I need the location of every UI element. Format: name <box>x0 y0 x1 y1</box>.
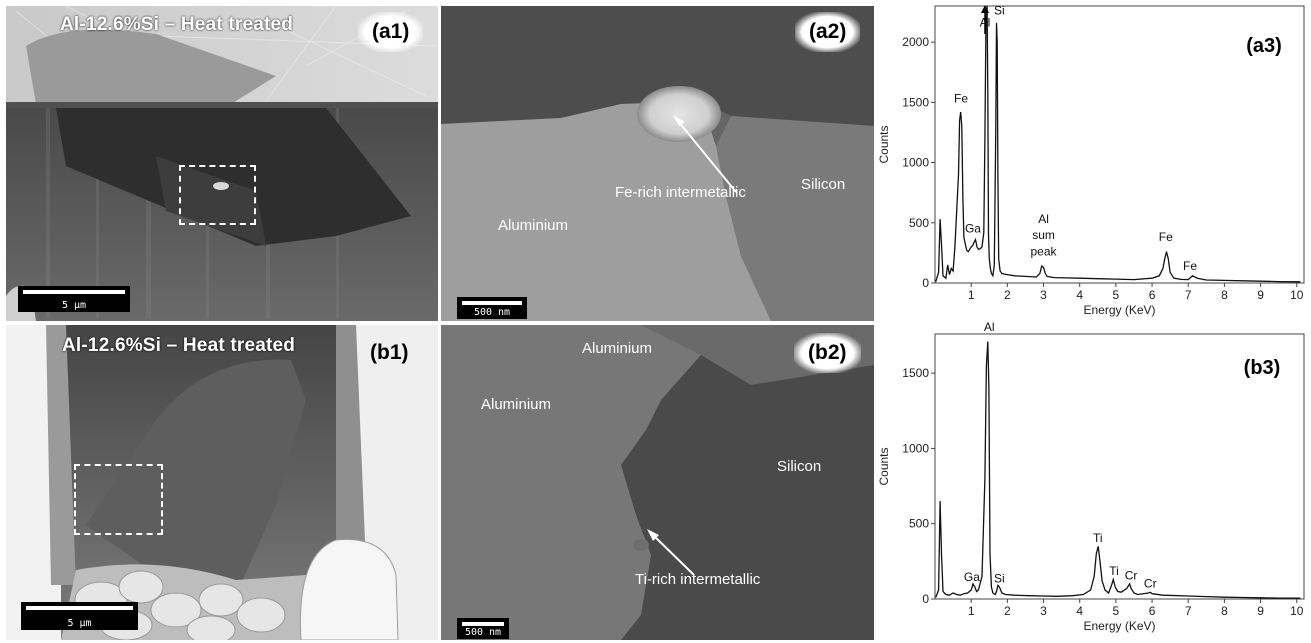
scale-bar: 500 nm <box>457 618 509 639</box>
x-tick-label: 7 <box>1185 604 1192 618</box>
spectrum-line <box>935 5 1301 283</box>
x-tick-label: 4 <box>1076 288 1083 302</box>
peak-label: Cr <box>1125 568 1138 582</box>
x-tick-label: 1 <box>968 288 975 302</box>
x-tick-label: 3 <box>1040 288 1047 302</box>
peak-label: Ga <box>964 570 980 584</box>
peak-label: Fe <box>1159 230 1173 244</box>
peak-label: sum <box>1032 228 1055 242</box>
y-tick-label: 1000 <box>902 156 929 170</box>
annotation-aluminium-top: Aluminium <box>582 340 653 357</box>
annotation-silicon: Silicon <box>777 458 822 475</box>
panel-title: Al-12.6%Si – Heat treated <box>62 335 296 356</box>
scale-bar: 500 nm <box>457 297 527 319</box>
x-tick-label: 3 <box>1040 604 1047 618</box>
y-tick-label: 1500 <box>902 95 929 109</box>
x-tick-label: 6 <box>1149 604 1156 618</box>
scale-bar-line <box>462 301 522 305</box>
x-tick-label: 1 <box>968 604 975 618</box>
y-tick-label: 0 <box>922 276 929 290</box>
scale-bar-label: 500 nm <box>464 627 502 638</box>
x-tick-label: 2 <box>1004 604 1011 618</box>
tem-image-b2: Aluminium Aluminium Silicon Ti-rich inte… <box>441 325 874 640</box>
annotation-ti-rich-intermetallic: Ti-rich intermetallic <box>635 571 761 588</box>
scale-bar: 5 μm <box>18 286 130 312</box>
scale-bar-label: 5 μm <box>61 300 87 311</box>
panel-label-a2: (a2) <box>795 12 861 52</box>
x-axis-label: Energy (KeV) <box>1083 303 1155 317</box>
eds-spectrum-a3: 1 2 3 4 5 6 7 8 9 10 0 500 1000 1500 2000 Energy (KeV) C… <box>874 0 1311 322</box>
x-axis-label: Energy (KeV) <box>1083 619 1155 633</box>
scale-bar: 5 μm <box>21 602 138 630</box>
tem-image-a2: Fe-rich intermetallic Silicon Aluminium … <box>441 6 874 321</box>
peak-label: peak <box>1031 244 1058 258</box>
tem-image-a2-drawing <box>441 6 874 321</box>
region-of-interest-box <box>179 165 256 225</box>
peak-label: Al <box>1038 212 1049 226</box>
x-tick-label: 5 <box>1113 604 1120 618</box>
scale-bar-label: 5 μm <box>67 618 92 629</box>
plot-frame <box>934 333 1305 600</box>
peak-label: Ti <box>1093 531 1103 545</box>
y-axis-label: Counts <box>877 447 891 485</box>
peak-label: Ti <box>1109 564 1119 578</box>
region-of-interest-box <box>74 464 163 535</box>
x-tick-label: 10 <box>1290 604 1304 618</box>
y-tick-label: 1000 <box>902 441 929 455</box>
x-tick-label: 10 <box>1290 288 1304 302</box>
eds-spectrum-a3-svg: 1 2 3 4 5 6 7 8 9 10 0 500 1000 1500 2000 Energy (KeV) C… <box>877 3 1305 317</box>
x-tick-label: 4 <box>1076 604 1083 618</box>
annotation-aluminium-left: Aluminium <box>481 396 552 413</box>
scale-bar-line <box>462 622 504 626</box>
annotation-aluminium: Aluminium <box>498 217 569 234</box>
y-tick-label: 500 <box>909 517 929 531</box>
y-tick-label: 0 <box>922 592 929 606</box>
y-tick-label: 500 <box>909 216 929 230</box>
scale-bar-line <box>23 290 125 294</box>
peak-label: Fe <box>954 91 968 105</box>
peak-label: Al <box>984 322 995 334</box>
x-tick-label: 7 <box>1185 288 1192 302</box>
x-tick-label: 5 <box>1113 288 1120 302</box>
overflow-arrow-head <box>981 5 989 13</box>
y-axis-label: Counts <box>877 125 891 163</box>
x-tick-label: 2 <box>1004 288 1011 302</box>
y-tick-label: 1500 <box>902 366 929 380</box>
annotation-fe-rich-intermetallic: Fe-rich intermetallic <box>615 184 746 201</box>
eds-spectrum-b3-svg: 1 2 3 4 5 6 7 8 9 10 0 500 1000 1500 Energy (KeV) Count… <box>877 322 1305 633</box>
sem-image-a1: Al-12.6%Si – Heat treated (a1) 5 μm <box>6 6 438 321</box>
peak-label: Si <box>994 571 1005 585</box>
scale-bar-line <box>26 606 133 610</box>
scale-bar-label: 500 nm <box>473 307 511 318</box>
panel-label-a1: (a1) <box>358 12 424 52</box>
y-tick-label: 2000 <box>902 35 929 49</box>
x-tick-label: 9 <box>1257 604 1264 618</box>
annotation-silicon: Silicon <box>801 176 846 193</box>
panel-label-b1: (b1) <box>370 341 409 364</box>
x-tick-label: 8 <box>1221 288 1228 302</box>
sem-image-b1: Al-12.6%Si – Heat treated (b1) 5 μm <box>6 325 438 640</box>
sem-image-a1-drawing <box>6 6 438 321</box>
peak-label: Si <box>994 3 1005 17</box>
peak-label: Fe <box>1183 259 1197 273</box>
sem-image-b1-drawing <box>6 325 438 640</box>
peak-label: Ga <box>965 221 981 235</box>
panel-label: (a3) <box>1246 35 1282 57</box>
peak-label: Cr <box>1144 577 1157 591</box>
x-tick-label: 9 <box>1257 288 1264 302</box>
eds-spectrum-b3: 1 2 3 4 5 6 7 8 9 10 0 500 1000 1500 Energy (KeV) Count… <box>874 322 1311 643</box>
panel-title: Al-12.6%Si – Heat treated <box>60 14 294 35</box>
x-tick-label: 6 <box>1149 288 1156 302</box>
panel-label: (b3) <box>1244 357 1281 379</box>
x-tick-label: 8 <box>1221 604 1228 618</box>
spectrum-line <box>935 341 1301 599</box>
plot-frame <box>934 5 1305 284</box>
panel-label-b2: (b2) <box>794 333 861 373</box>
